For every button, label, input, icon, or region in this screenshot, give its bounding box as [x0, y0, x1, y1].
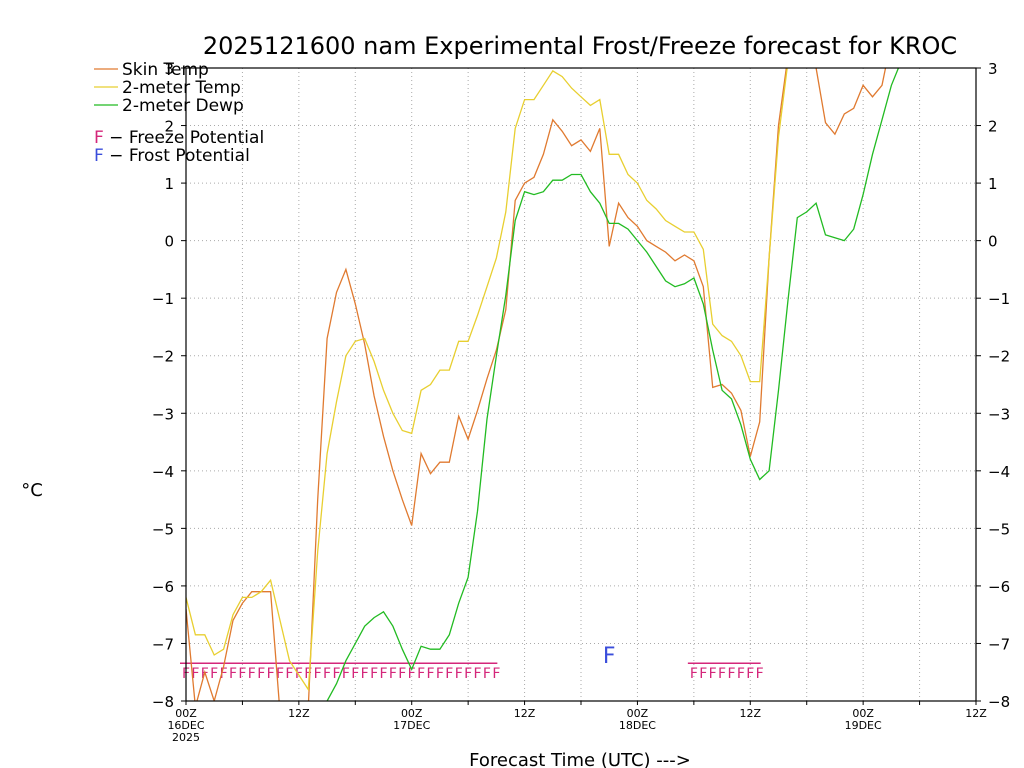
freeze-mark: F — [474, 666, 482, 682]
y-tick-label-left: −7 — [152, 635, 174, 653]
plot-frame — [185, 67, 977, 702]
y-tick-label-left: 3 — [164, 60, 174, 78]
potential-legend-entry: F − Freeze Potential — [94, 128, 264, 148]
freeze-mark: F — [210, 666, 218, 682]
y-tick-label-right: −3 — [988, 405, 1010, 423]
y-axis-label: °C — [21, 480, 43, 501]
y-tick-label-left: −4 — [152, 463, 174, 481]
y-tick-label-left: 1 — [164, 175, 174, 193]
series-lines — [186, 68, 900, 701]
y-tick-label-left: −3 — [152, 405, 174, 423]
freeze-mark: F — [389, 666, 397, 682]
freeze-mark: F — [267, 666, 275, 682]
freeze-mark: F — [709, 666, 717, 682]
freeze-mark: F — [737, 666, 745, 682]
x-tick-label: 12Z — [288, 707, 310, 720]
y-tick-label-right: −6 — [988, 578, 1010, 596]
axes: −8 −8 −7 −7 −6 −6 −5 −5 −4 −4 −3 −3 −2 −2 −1 −1 0 0 1 1 2 2 3 3… — [152, 60, 1010, 744]
freeze-mark: F — [746, 666, 754, 682]
freeze-mark: F — [417, 666, 425, 682]
freeze-mark: F — [332, 666, 340, 682]
x-tick-label: 12Z — [965, 707, 987, 720]
x-tick-label: 00Z — [852, 707, 874, 720]
x-tick-label: 12Z — [514, 707, 536, 720]
freeze-mark: F — [304, 666, 312, 682]
freeze-mark: F — [248, 666, 256, 682]
y-tick-label-right: −4 — [988, 463, 1010, 481]
legend-label: Skin Temp — [122, 60, 209, 80]
y-tick-label-left: 0 — [164, 233, 174, 251]
freeze-mark: F — [718, 666, 726, 682]
freeze-mark: F — [483, 666, 491, 682]
freeze-mark: F — [445, 666, 453, 682]
freeze-mark: F — [379, 666, 387, 682]
potential-legend-entry: F − Frost Potential — [94, 146, 250, 166]
y-tick-label-right: −5 — [988, 520, 1010, 538]
freeze-mark: F — [408, 666, 416, 682]
freeze-mark: F — [229, 666, 237, 682]
x-tick-date: 19DEC — [845, 719, 882, 732]
freeze-mark: F — [455, 666, 463, 682]
freeze-mark: F — [370, 666, 378, 682]
freeze-mark: F — [276, 666, 284, 682]
freeze-mark: F — [191, 666, 199, 682]
x-tick-label: 12Z — [740, 707, 762, 720]
y-tick-label-right: 1 — [988, 175, 998, 193]
x-tick-label: 00Z — [401, 707, 423, 720]
freeze-mark: F — [361, 666, 369, 682]
x-tick-date: 17DEC — [393, 719, 430, 732]
legend-label: 2-meter Temp — [122, 78, 241, 98]
grid — [186, 68, 976, 701]
y-tick-label-left: −1 — [152, 290, 174, 308]
x-tick-date: 18DEC — [619, 719, 656, 732]
freeze-mark: F — [342, 666, 350, 682]
frost-mark: F — [603, 644, 616, 669]
freeze-mark: F — [464, 666, 472, 682]
x-tick-year: 2025 — [172, 731, 200, 744]
freeze-mark: F — [436, 666, 444, 682]
freeze-mark: F — [727, 666, 735, 682]
series-line-2-meter-dewp — [326, 68, 900, 701]
y-tick-label-right: −8 — [988, 693, 1010, 711]
freeze-mark: F — [314, 666, 322, 682]
freeze-mark: F — [398, 666, 406, 682]
freeze-mark: F — [238, 666, 246, 682]
y-tick-label-left: −6 — [152, 578, 174, 596]
legend-label: 2-meter Dewp — [122, 96, 244, 116]
x-axis-label: Forecast Time (UTC) ---> — [469, 750, 691, 768]
y-tick-label-right: 3 — [988, 60, 998, 78]
y-tick-label-left: −5 — [152, 520, 174, 538]
chart-title: 2025121600 nam Experimental Frost/Freeze… — [203, 32, 957, 60]
freeze-mark: F — [351, 666, 359, 682]
freeze-mark: F — [492, 666, 500, 682]
y-tick-label-left: 2 — [164, 118, 174, 136]
freeze-mark: F — [323, 666, 331, 682]
x-tick-label: 00Z — [627, 707, 649, 720]
y-tick-label-right: −1 — [988, 290, 1010, 308]
freeze-mark: F — [426, 666, 434, 682]
series-line-2-meter-temp — [186, 68, 788, 692]
y-tick-label-right: −2 — [988, 348, 1010, 366]
y-tick-label-right: −7 — [988, 635, 1010, 653]
series-line-skin-temp — [186, 68, 887, 701]
y-tick-label-right: 2 — [988, 118, 998, 136]
y-tick-label-left: −8 — [152, 693, 174, 711]
y-tick-label-right: 0 — [988, 233, 998, 251]
freeze-mark: F — [699, 666, 707, 682]
x-tick-label: 00Z — [175, 707, 197, 720]
potential-legend-letter: F — [94, 128, 104, 148]
y-tick-label-left: −2 — [152, 348, 174, 366]
x-tick-date: 16DEC — [167, 719, 204, 732]
freeze-mark: F — [257, 666, 265, 682]
potential-legend-text: − Frost Potential — [104, 146, 250, 166]
potential-legend-letter: F — [94, 146, 104, 166]
freeze-mark: F — [756, 666, 764, 682]
freeze-mark: F — [220, 666, 228, 682]
freeze-mark: F — [285, 666, 293, 682]
potential-legend-text: − Freeze Potential — [104, 128, 264, 148]
freeze-mark: F — [690, 666, 698, 682]
